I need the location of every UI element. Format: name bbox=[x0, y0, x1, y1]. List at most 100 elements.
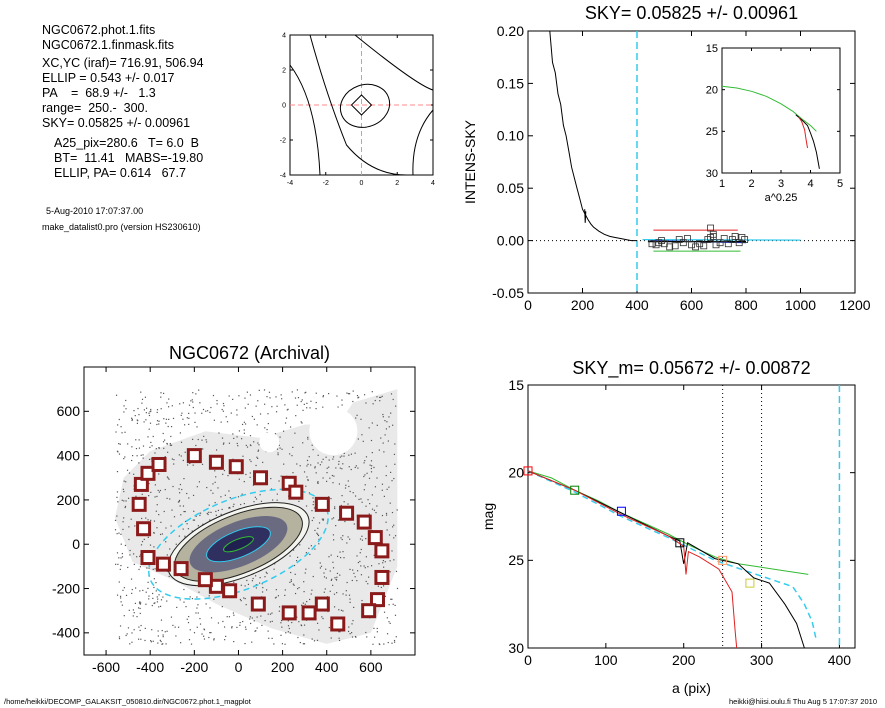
image-speck bbox=[301, 399, 303, 401]
image-speck bbox=[353, 523, 355, 525]
image-speck bbox=[166, 600, 168, 602]
image-speck bbox=[172, 485, 174, 488]
image-speck bbox=[142, 445, 145, 447]
image-speck bbox=[355, 465, 357, 467]
image-speck bbox=[223, 469, 226, 472]
image-mask-box bbox=[173, 561, 189, 577]
image-speck bbox=[231, 626, 233, 628]
image-speck bbox=[128, 609, 130, 611]
image-speck bbox=[350, 453, 353, 455]
image-speck bbox=[363, 394, 366, 396]
image-speck bbox=[233, 581, 235, 583]
image-speck bbox=[393, 524, 395, 526]
image-speck bbox=[168, 398, 170, 400]
image-speck bbox=[381, 483, 384, 485]
image-speck bbox=[244, 423, 247, 425]
image-speck bbox=[394, 614, 397, 616]
image-xtick-label: 400 bbox=[315, 659, 339, 675]
image-speck bbox=[351, 579, 353, 582]
image-speck bbox=[297, 397, 300, 399]
image-speck bbox=[312, 449, 314, 451]
image-speck bbox=[182, 418, 184, 420]
sky-xtick-label: 600 bbox=[680, 297, 704, 313]
image-speck bbox=[374, 399, 376, 402]
image-speck bbox=[315, 407, 317, 410]
image-speck bbox=[324, 588, 326, 590]
image-speck bbox=[356, 395, 359, 397]
info-sky: SKY= 0.05825 +/- 0.00961 bbox=[42, 116, 191, 130]
image-speck bbox=[231, 627, 233, 629]
image-speck bbox=[382, 413, 384, 416]
image-speck bbox=[306, 459, 309, 462]
image-speck bbox=[376, 505, 378, 507]
image-speck bbox=[210, 489, 212, 492]
image-speck bbox=[373, 627, 375, 629]
image-speck bbox=[116, 515, 118, 517]
image-speck bbox=[120, 564, 122, 567]
image-speck bbox=[326, 472, 328, 474]
image-speck bbox=[254, 496, 256, 498]
image-speck bbox=[250, 622, 252, 625]
image-speck bbox=[274, 597, 277, 599]
image-speck bbox=[382, 585, 385, 587]
mag-frame bbox=[527, 384, 856, 649]
image-speck bbox=[333, 593, 336, 595]
image-speck bbox=[252, 577, 254, 580]
image-speck bbox=[354, 576, 356, 578]
image-speck bbox=[237, 496, 240, 498]
image-speck bbox=[357, 438, 359, 440]
image-speck bbox=[294, 432, 296, 434]
image-speck bbox=[382, 442, 384, 444]
image-speck bbox=[299, 465, 301, 467]
image-speck bbox=[184, 535, 186, 537]
image-speck bbox=[317, 482, 319, 484]
image-speck bbox=[390, 412, 392, 414]
image-speck bbox=[243, 429, 245, 431]
image-speck bbox=[246, 446, 249, 448]
image-ytick-label: 400 bbox=[57, 448, 81, 464]
image-speck bbox=[335, 525, 337, 527]
image-speck bbox=[338, 460, 340, 463]
image-speck bbox=[236, 442, 238, 445]
image-speck bbox=[396, 587, 399, 590]
image-speck bbox=[131, 641, 133, 643]
image-speck bbox=[311, 638, 313, 640]
image-speck bbox=[243, 597, 245, 599]
image-speck bbox=[186, 523, 188, 525]
image-speck bbox=[208, 595, 210, 597]
image-speck bbox=[270, 477, 272, 480]
image-speck bbox=[290, 571, 292, 574]
info-block: NGC0672.phot.1.fits NGC0672.1.finmask.fi… bbox=[42, 23, 204, 181]
image-speck bbox=[343, 455, 345, 457]
image-speck bbox=[158, 447, 160, 449]
image-speck bbox=[287, 631, 289, 633]
image-speck bbox=[150, 641, 153, 643]
image-speck bbox=[315, 392, 317, 394]
image-speck bbox=[245, 628, 247, 630]
image-speck bbox=[365, 580, 367, 583]
image-speck bbox=[187, 528, 190, 530]
image-speck bbox=[151, 604, 153, 607]
image-speck bbox=[160, 392, 162, 394]
image-speck bbox=[181, 488, 183, 491]
image-speck bbox=[300, 400, 302, 403]
image-speck bbox=[133, 629, 135, 631]
image-title: NGC0672 (Archival) bbox=[169, 343, 330, 363]
image-speck bbox=[185, 606, 187, 608]
image-speck bbox=[139, 566, 142, 568]
image-speck bbox=[196, 607, 198, 609]
image-speck bbox=[294, 573, 296, 575]
image-speck bbox=[131, 418, 133, 420]
image-speck bbox=[157, 630, 159, 632]
image-speck bbox=[149, 422, 152, 424]
image-speck bbox=[237, 445, 239, 447]
image-speck bbox=[188, 423, 190, 425]
image-speck bbox=[140, 454, 142, 456]
image-speck bbox=[338, 637, 340, 639]
image-speck bbox=[338, 483, 341, 485]
image-speck bbox=[135, 439, 137, 441]
image-speck bbox=[300, 421, 302, 423]
image-speck bbox=[340, 557, 342, 559]
image-speck bbox=[221, 408, 223, 411]
